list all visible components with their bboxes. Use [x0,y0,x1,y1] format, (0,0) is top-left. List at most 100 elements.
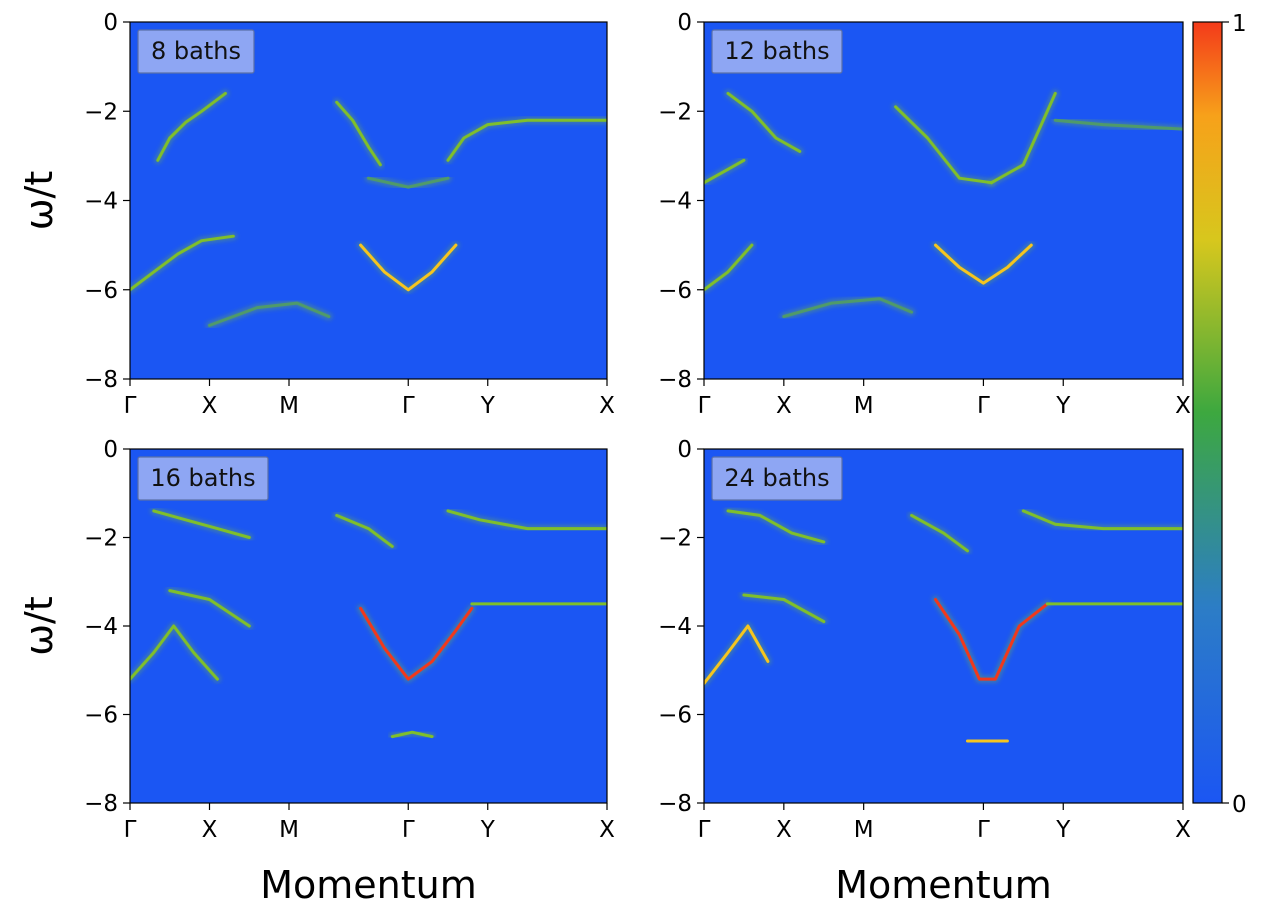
panel-label: 8 baths [151,37,241,65]
spectral-band [335,513,394,548]
spectral-band [152,509,251,539]
x-tick-label: Γ [977,817,990,843]
y-tick-label: −6 [658,278,692,304]
spectral-band [367,176,450,189]
spectral-band [910,513,969,553]
y-axis-label: ω/t [17,171,61,231]
panel-label-box [137,456,269,501]
y-tick-label: 0 [677,10,692,36]
x-tick-label: Y [480,393,496,419]
spectral-band [726,509,826,544]
panel-label-box [137,29,255,74]
spectral-band [130,624,219,681]
panel-background [130,22,607,379]
x-tick-label: X [776,817,792,843]
y-axis-label: ω/t [17,596,61,656]
spectral-band [894,105,993,185]
spectral-band [446,118,607,162]
y-tick-label: −8 [658,367,692,393]
x-tick-label: Y [1055,393,1071,419]
panel-label-box [711,456,843,501]
x-tick-label: Γ [402,817,415,843]
spectral-band [1021,509,1183,531]
band-group [704,89,1183,320]
spectral-band [359,243,458,292]
panel-2: 0−2−4−6−8Γ X M Γ Y X12 baths [658,10,1191,419]
x-tick-label: M [854,817,874,843]
spectral-band [208,301,331,327]
spectral-band [934,243,1033,285]
x-tick-label: Γ [402,393,415,419]
spectral-band [156,91,227,162]
y-tick-label: −2 [84,526,118,552]
band-group [130,507,607,741]
spectral-band [359,606,474,681]
colorbar-gradient [1192,21,1223,804]
y-tick-label: −6 [84,278,118,304]
spectral-band [130,234,235,292]
x-tick-label: X [1175,817,1191,843]
panel-label: 12 baths [724,37,829,65]
x-tick-label: X [599,817,615,843]
spectral-band [742,593,826,624]
x-tick-label: X [1175,393,1191,419]
x-tick-label: X [202,817,218,843]
y-tick-label: −4 [658,614,692,640]
spectral-band [168,589,251,628]
x-axis-label: Momentum [835,863,1052,901]
y-tick-label: 0 [677,437,692,463]
x-tick-label: Γ [124,817,137,843]
x-tick-label: X [202,393,218,419]
colorbar-max-label: 1 [1232,11,1247,37]
spectral-band [1053,118,1183,131]
x-tick-label: Y [480,817,496,843]
colorbar-min-label: 0 [1232,792,1247,818]
y-tick-label: 0 [103,10,118,36]
y-tick-label: −2 [84,99,118,125]
spectral-band [934,598,1049,681]
y-tick-label: −4 [84,614,118,640]
x-tick-label: Γ [698,393,711,419]
x-tick-label: Y [1055,817,1071,843]
y-tick-label: −2 [658,99,692,125]
x-tick-label: M [854,393,874,419]
x-tick-label: Γ [698,817,711,843]
spectral-band [704,158,746,185]
spectral-band [446,509,607,531]
x-axis-label: Momentum [260,863,477,901]
x-tick-label: M [279,393,299,419]
spectral-band [704,243,754,292]
panel-background [704,449,1183,803]
x-tick-label: M [279,817,299,843]
y-tick-label: −6 [658,703,692,729]
panel-label: 24 baths [724,464,829,492]
x-tick-label: Γ [124,393,137,419]
y-tick-label: −8 [658,791,692,817]
y-tick-label: 0 [103,437,118,463]
y-tick-label: −8 [84,367,118,393]
y-tick-label: −6 [84,703,118,729]
spectral-band [782,297,914,318]
panel-background [704,22,1183,379]
y-tick-label: −2 [658,526,692,552]
x-tick-label: Γ [977,393,990,419]
panel-label-box [711,29,843,74]
spectral-band [390,730,434,739]
spectral-band [989,91,1057,185]
panel-label: 16 baths [150,464,255,492]
spectral-band [335,100,382,167]
y-tick-label: −4 [658,189,692,215]
spectral-band [704,624,770,685]
spectral-band [726,91,802,153]
band-group [130,89,607,329]
y-tick-label: −4 [84,189,118,215]
colorbar: 10 [1192,11,1247,818]
x-tick-label: X [776,393,792,419]
band-group [704,507,1183,745]
x-tick-label: X [599,393,615,419]
y-tick-label: −8 [84,791,118,817]
